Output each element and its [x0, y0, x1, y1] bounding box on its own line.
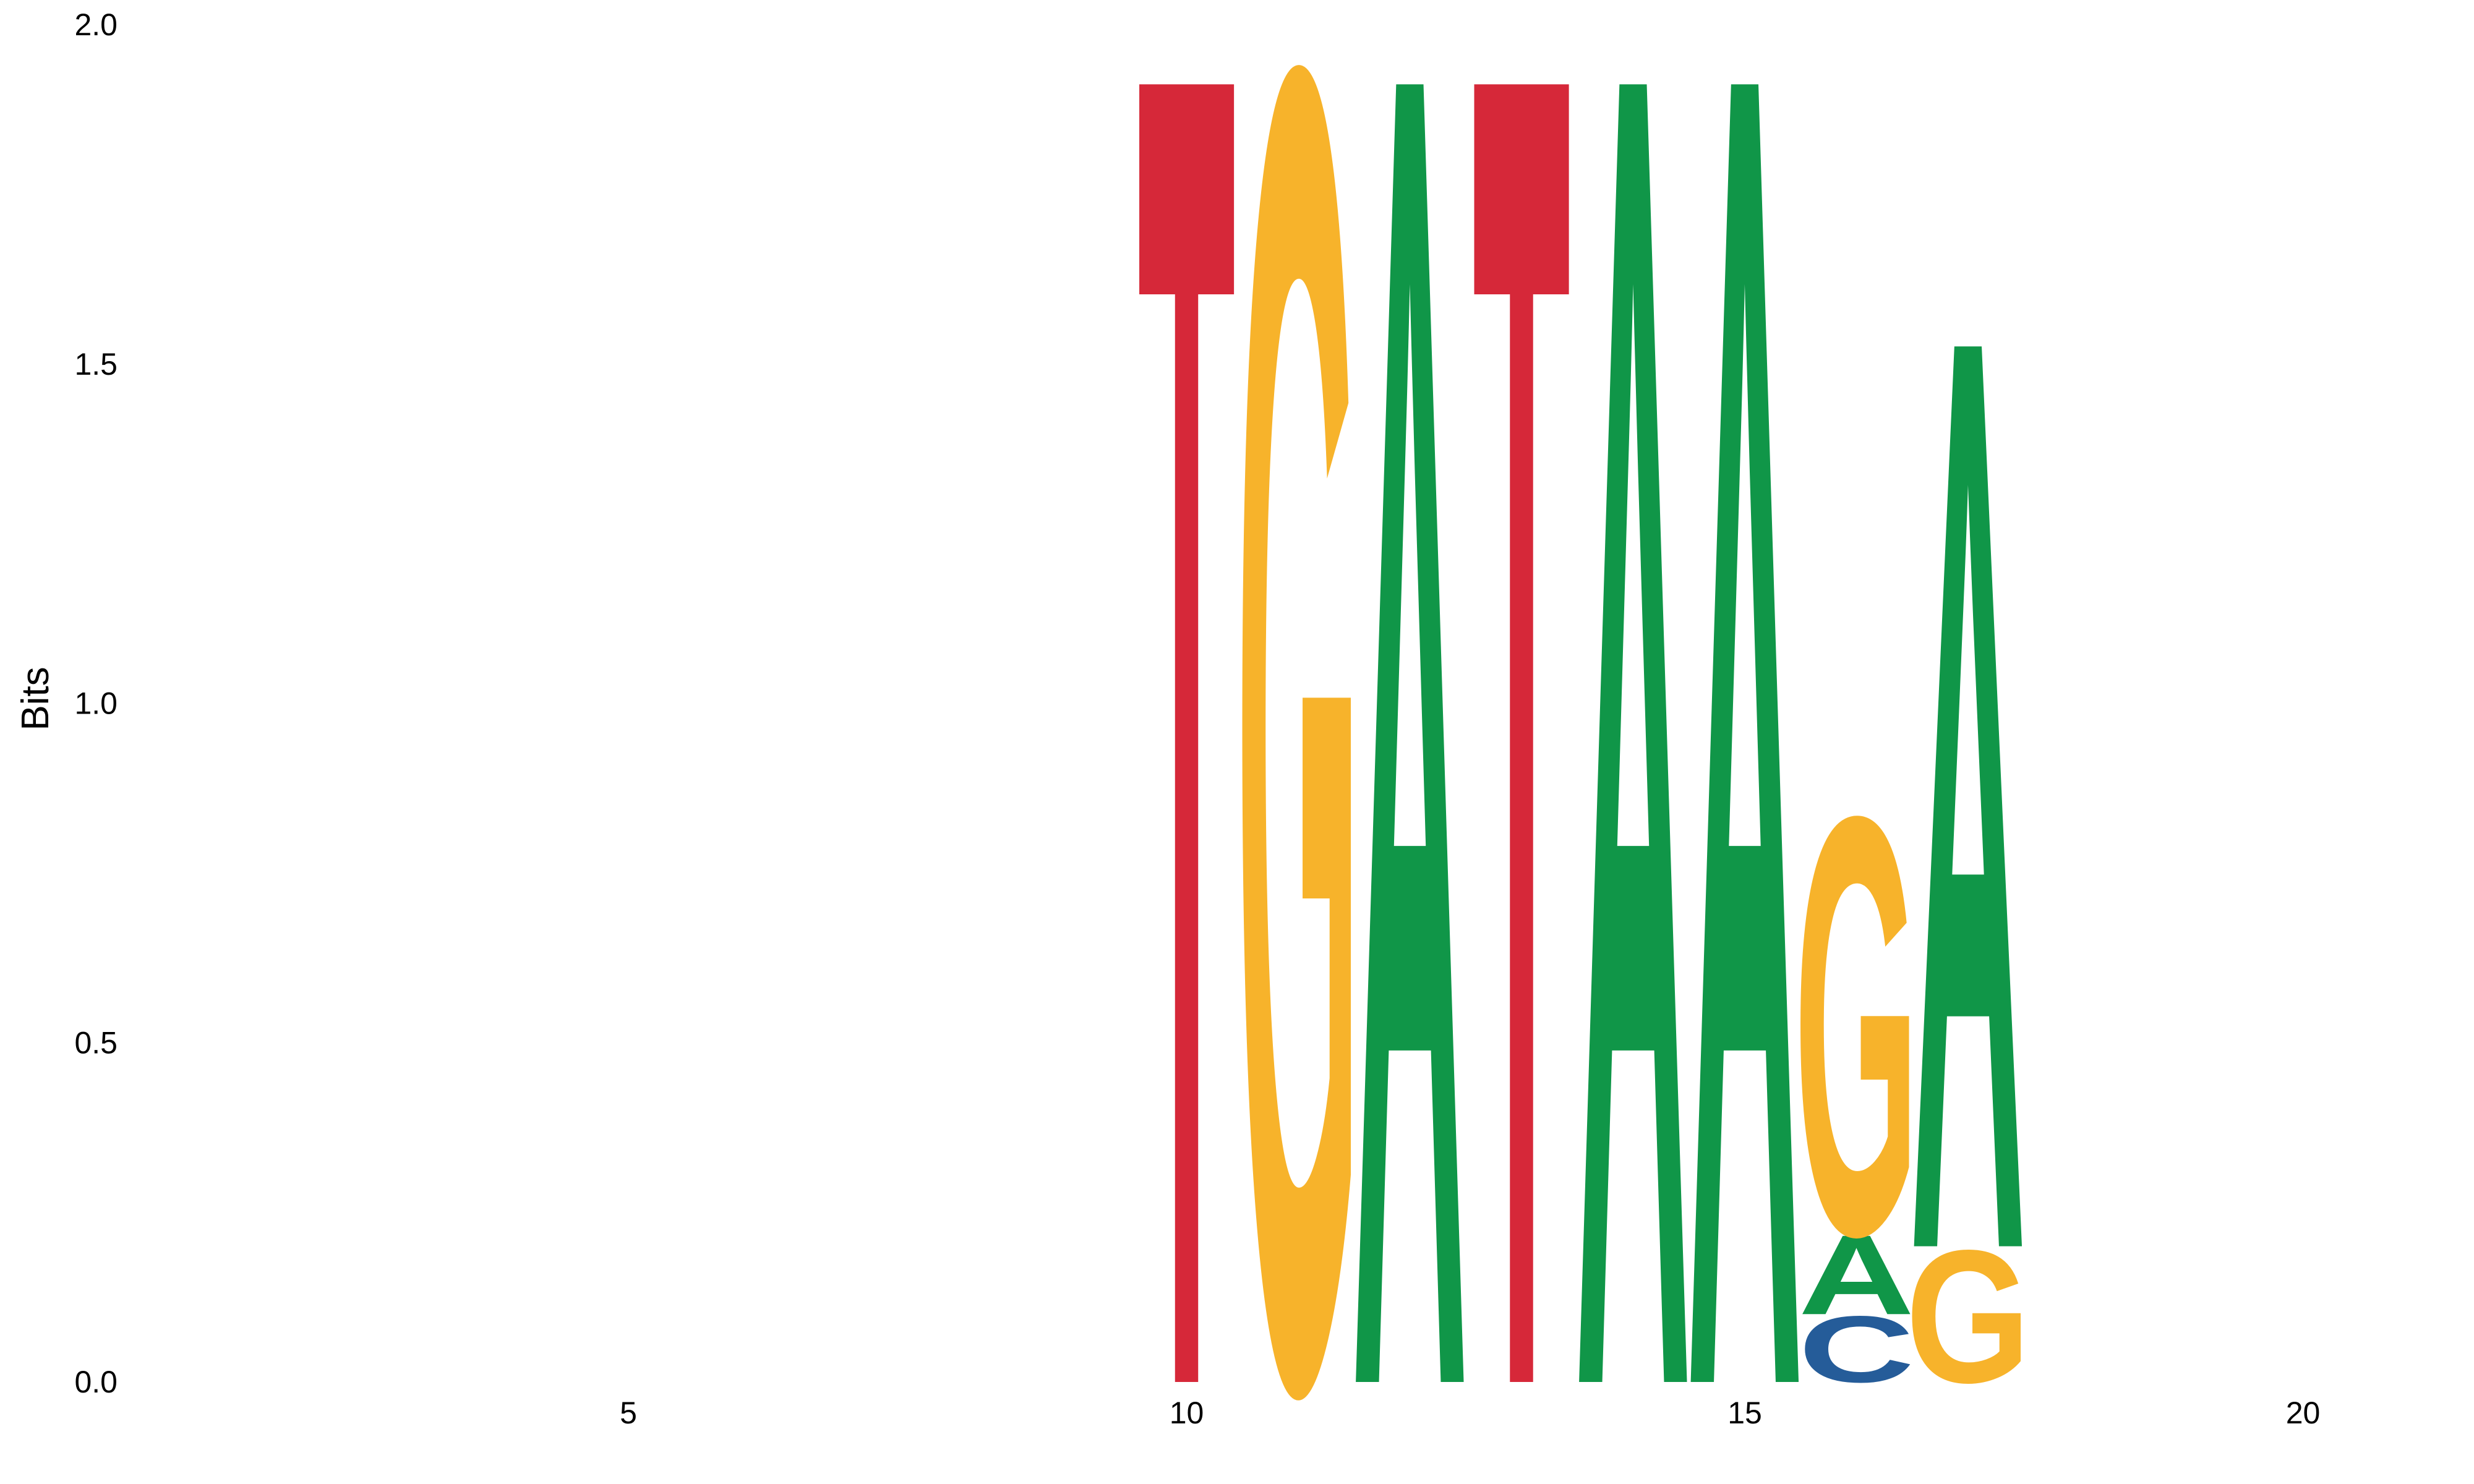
y-tick-label: 0.0	[74, 1365, 118, 1399]
logo-letter-g: G	[1236, 0, 1361, 1484]
logo-letter-t: T	[1473, 0, 1571, 1484]
x-tick-label: 20	[2286, 1396, 2321, 1430]
logo-letter-a: A	[1910, 63, 2026, 1484]
logo-letter-g: G	[1794, 693, 1919, 1360]
x-tick-label: 5	[620, 1396, 637, 1430]
y-tick-label: 1.0	[74, 686, 118, 721]
logo-letter-a: A	[1352, 0, 1468, 1484]
logo-letter-t: T	[1137, 0, 1236, 1484]
y-axis-title: Bits	[14, 667, 57, 730]
logo-letter-c: C	[1799, 1297, 1915, 1402]
y-tick-label: 2.0	[74, 7, 118, 42]
x-axis: 5 10 15 20	[620, 1396, 2320, 1430]
y-tick-label: 0.5	[74, 1025, 118, 1060]
x-tick-label: 15	[1727, 1396, 1762, 1430]
x-tick-label: 10	[1170, 1396, 1204, 1430]
logo-letter-g: G	[1906, 1211, 2031, 1423]
logo-letter-a: A	[1799, 1211, 1915, 1339]
logo-letter-a: A	[1575, 0, 1692, 1484]
logo-letter-a: A	[1687, 0, 1803, 1484]
y-tick-label: 1.5	[74, 347, 118, 382]
y-axis: 0.0 0.5 1.0 1.5 2.0	[74, 7, 118, 1399]
